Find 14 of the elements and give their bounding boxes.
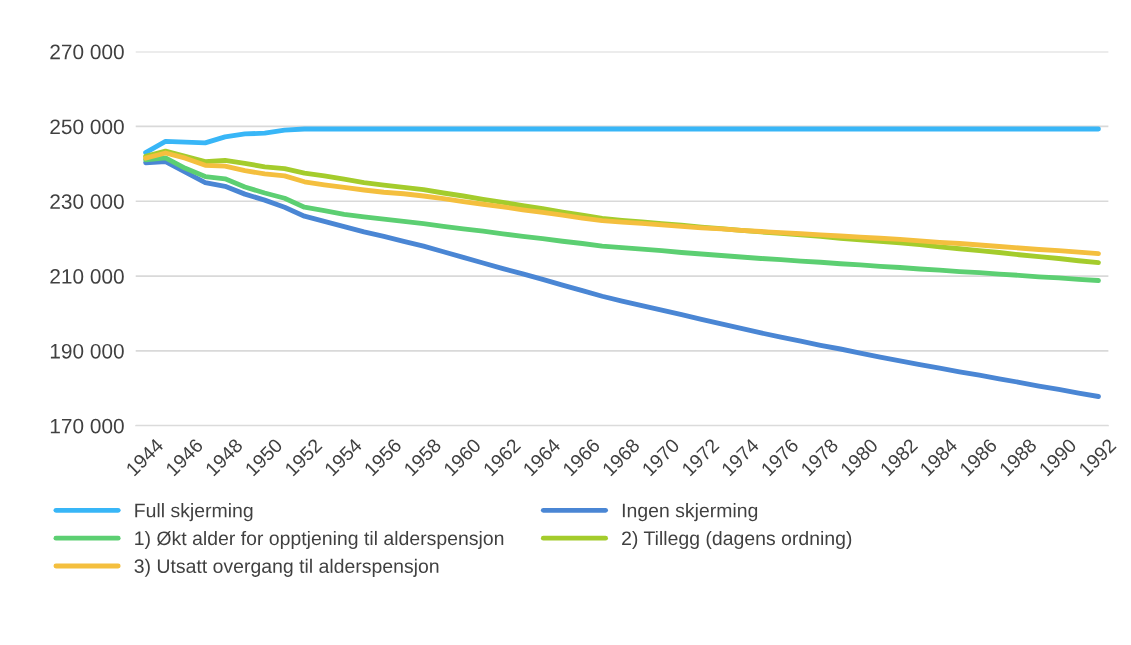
legend-label: 1) Økt alder for opptjening til alderspensjon <box>135 530 504 550</box>
line-series <box>143 155 1101 283</box>
y-tick-label: 170 000 <box>50 418 124 434</box>
y-tick-label: 230 000 <box>50 194 124 209</box>
y-tick-label: 250 000 <box>50 119 124 135</box>
line-series <box>143 126 1101 156</box>
line-series <box>143 159 1101 399</box>
legend-label: Full skjerming <box>135 503 253 522</box>
y-tick-label: 190 000 <box>50 343 124 359</box>
legend-label: 2) Tillegg (dagens ordning) <box>622 530 852 550</box>
y-tick-label: 270 000 <box>50 44 124 60</box>
y-tick-label: 210 000 <box>50 269 124 284</box>
legend-label: 3) Utsatt overgang til alderspensjon <box>134 558 439 577</box>
legend-label: Ingen skjerming <box>622 503 758 522</box>
